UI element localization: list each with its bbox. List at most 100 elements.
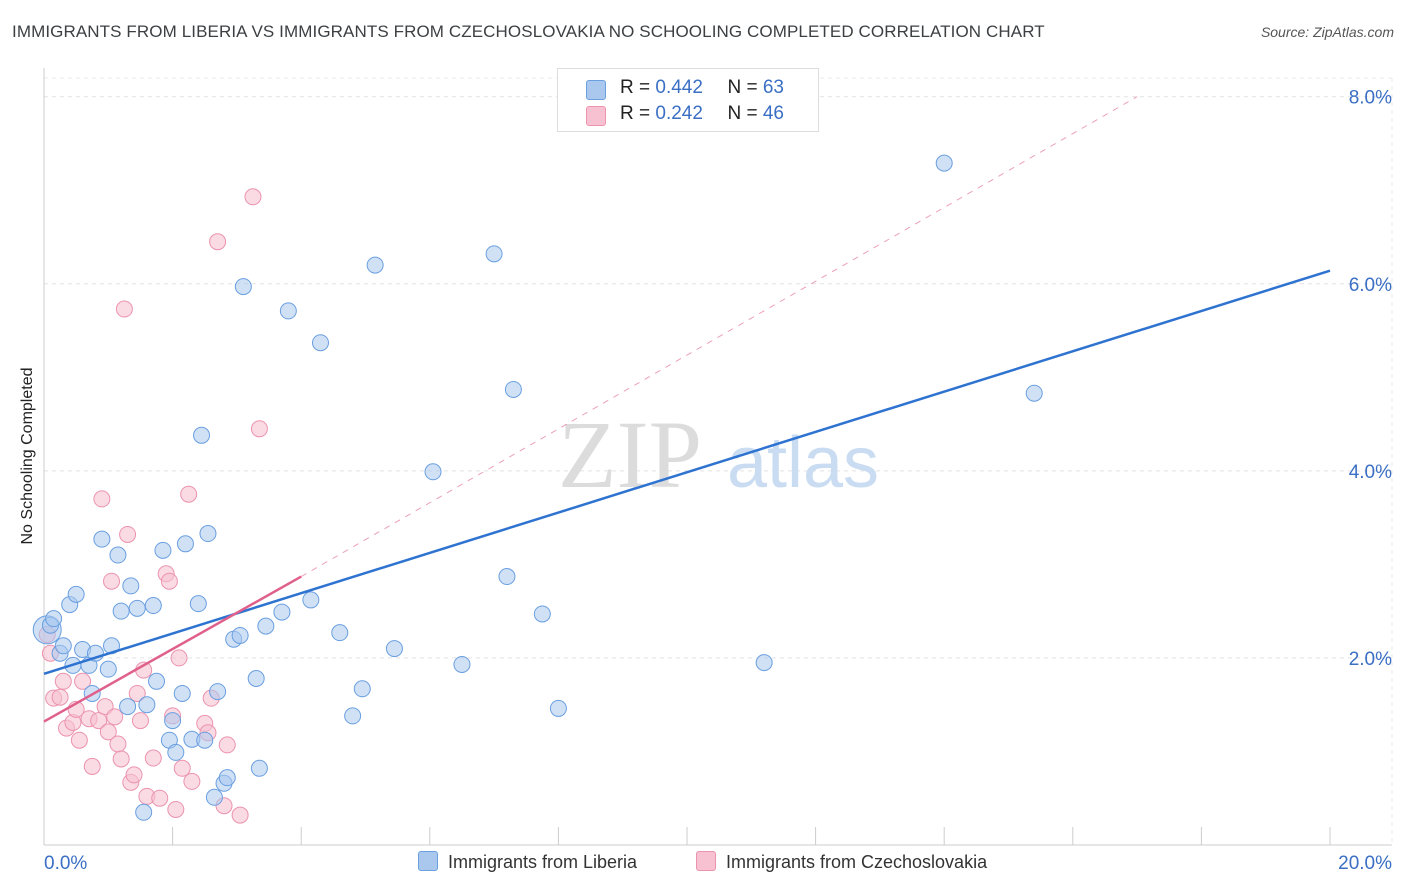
liberia-point (331, 624, 349, 642)
czech-points (38, 188, 268, 824)
czech-point (51, 688, 69, 706)
czech-point (109, 735, 127, 753)
bottom-legend-swatch-liberia (418, 851, 438, 871)
liberia-point (273, 603, 291, 621)
liberia-point (144, 597, 162, 615)
liberia-point (138, 696, 156, 714)
y-axis-label: No Schooling Completed (19, 367, 36, 545)
liberia-point (167, 743, 185, 761)
czech-point (151, 789, 169, 807)
czech-point (103, 572, 121, 590)
liberia-trend-line (43, 269, 1331, 676)
czech-point (90, 712, 108, 730)
czech-point (183, 772, 201, 790)
liberia-point (311, 334, 329, 352)
x-tick-label-max: 20.0% (1338, 853, 1392, 874)
czech-point (83, 757, 101, 775)
czech-point (144, 749, 162, 767)
czech-point (218, 736, 236, 754)
liberia-point (302, 591, 320, 609)
source-label: Source: ZipAtlas.com (1260, 24, 1394, 40)
liberia-point (148, 672, 166, 690)
legend-r-value-liberia: 0.442 (655, 77, 703, 98)
liberia-point (193, 426, 211, 444)
liberia-point (344, 707, 362, 725)
liberia-point (549, 699, 567, 717)
liberia-point (353, 680, 371, 698)
czech-point (119, 525, 137, 543)
bottom-legend-label-liberia: Immigrants from Liberia (448, 852, 638, 872)
liberia-point (453, 655, 471, 673)
czech-point (93, 490, 111, 508)
legend-n-label: N = (727, 77, 763, 98)
liberia-point (205, 788, 223, 806)
liberia-point (122, 577, 140, 595)
axes (43, 68, 1392, 846)
liberia-point (54, 637, 72, 655)
liberia-point (279, 302, 297, 320)
liberia-point (109, 546, 127, 564)
liberia-points (32, 154, 1043, 821)
tick-labels: 2.0% 4.0% 6.0% 8.0% 0.0% 20.0% (44, 88, 1392, 874)
bottom-legend-liberia: Immigrants from Liberia (418, 851, 637, 873)
liberia-point (176, 535, 194, 553)
liberia-point (45, 610, 63, 628)
liberia-point (164, 712, 182, 730)
liberia-point (67, 585, 85, 603)
czech-point (250, 420, 268, 438)
liberia-point (154, 541, 172, 559)
legend-swatch-liberia (586, 80, 606, 100)
bottom-legend-swatch-czech (696, 851, 716, 871)
liberia-point (135, 803, 153, 821)
liberia-point (199, 525, 217, 543)
bottom-legend-label-czech: Immigrants from Czechoslovakia (726, 852, 988, 872)
liberia-point (504, 380, 522, 398)
watermark-zip: ZIP (558, 401, 702, 508)
y-tick-label: 4.0% (1349, 462, 1392, 483)
liberia-point (250, 759, 268, 777)
watermark: ZIP atlas (558, 401, 879, 508)
czech-point (106, 708, 124, 726)
czech-point (70, 731, 88, 749)
liberia-point (257, 617, 275, 635)
liberia-point (173, 684, 191, 702)
liberia-point (385, 640, 403, 658)
y-tick-label: 2.0% (1349, 649, 1392, 670)
liberia-point (234, 278, 252, 296)
liberia-point (218, 769, 236, 787)
legend: R = 0.442 N = 63 R = 0.242 N = 46 (557, 68, 819, 132)
legend-swatch-czech (586, 106, 606, 126)
liberia-point (209, 683, 227, 701)
bottom-legend-czech: Immigrants from Czechoslovakia (696, 851, 987, 873)
czech-point (99, 723, 117, 741)
czech-point (125, 766, 143, 784)
liberia-point (93, 530, 111, 548)
czech-point (173, 759, 191, 777)
legend-r-value-czech: 0.242 (655, 103, 703, 124)
liberia-point (99, 660, 117, 678)
czech-point (231, 806, 249, 824)
liberia-point (196, 731, 214, 749)
czech-point (112, 750, 130, 768)
czech-point (160, 572, 178, 590)
czech-point (54, 672, 72, 690)
liberia-point (112, 602, 130, 620)
legend-n-label: N = (727, 103, 763, 124)
legend-n-value-liberia: 63 (762, 77, 784, 98)
trend-lines (43, 96, 1331, 723)
liberia-point (424, 463, 442, 481)
liberia-point (128, 599, 146, 617)
czech-point (170, 649, 188, 667)
legend-r-label: R = (620, 103, 656, 124)
czech-trend-line (43, 575, 302, 723)
czech-point (115, 300, 133, 318)
liberia-point (189, 595, 207, 613)
czech-point (244, 188, 262, 206)
czech-point (131, 712, 149, 730)
czech-point (128, 684, 146, 702)
liberia-point (247, 670, 265, 688)
liberia-point (755, 654, 773, 672)
liberia-point (366, 256, 384, 274)
liberia-point (533, 605, 551, 623)
legend-r-label: R = (620, 77, 656, 98)
